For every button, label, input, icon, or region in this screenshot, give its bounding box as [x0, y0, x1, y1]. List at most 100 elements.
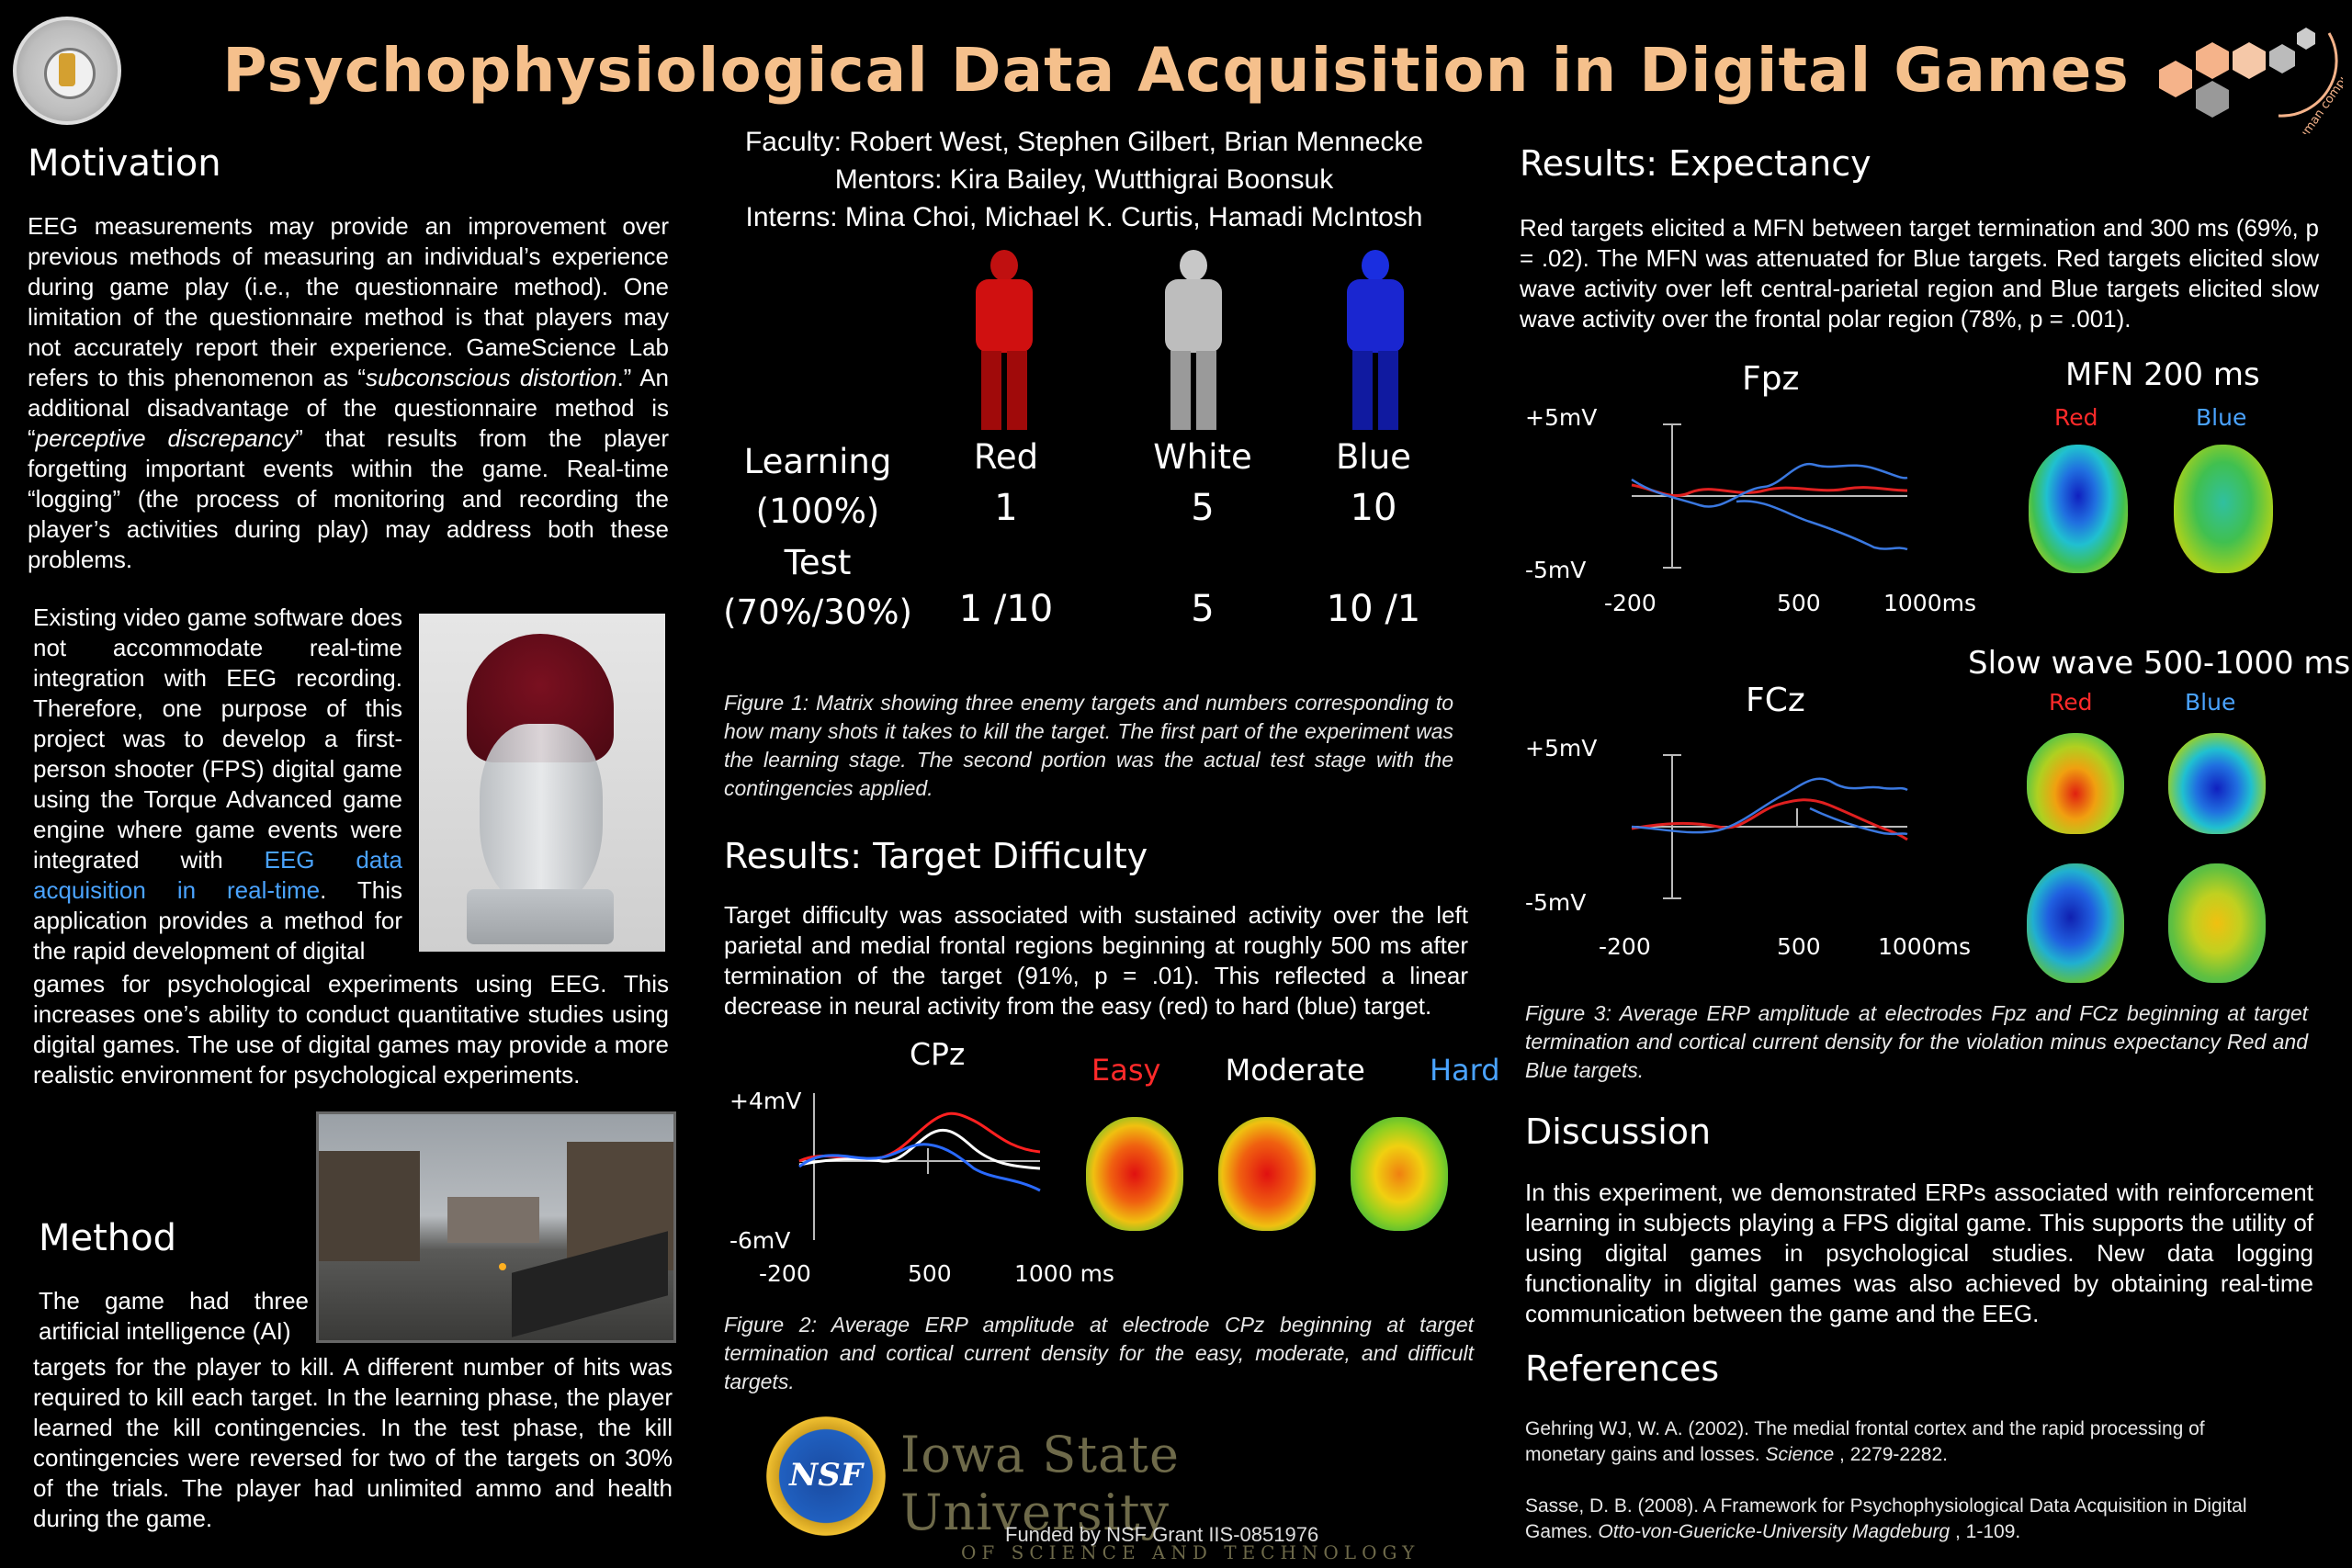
fpz-ytop-label: +5mV [1525, 404, 1598, 431]
isu-logo: Iowa State University OF SCIENCE AND TEC… [900, 1426, 1452, 1563]
method-paragraph-intro: The game had three artificial intelligen… [39, 1287, 309, 1345]
slow-wave-title: Slow wave 500-1000 ms [1968, 645, 2351, 682]
fpz-blue-line [1631, 462, 1908, 508]
vrac-seal-logo [13, 17, 121, 125]
eeg-cap-photo [419, 614, 665, 952]
cpz-x-min: -200 [759, 1260, 811, 1287]
test-white-value: 5 [1191, 588, 1215, 630]
cpz-easy-line [798, 1111, 1041, 1163]
brain-map-hard [1351, 1117, 1448, 1231]
fpz-x-max: 1000ms [1883, 590, 1977, 616]
target-difficulty-heading: Results: Target Difficulty [724, 836, 1148, 876]
fcz-x-min: -200 [1599, 933, 1651, 960]
eeg-acquisition-link-text: EEG data acquisition in real-time [33, 846, 403, 904]
learning-white-value: 5 [1191, 487, 1215, 529]
learning-blue-value: 10 [1350, 487, 1397, 529]
brain-map-mfn-blue [2174, 445, 2273, 573]
cpz-ybot-label: -6mV [729, 1227, 791, 1254]
method-paragraph: targets for the player to kill. A differ… [33, 1353, 673, 1532]
fpz-x-min: -200 [1604, 590, 1657, 616]
motivation-paragraph-3: games for psychological experiments usin… [33, 970, 669, 1089]
cpz-title: CPz [910, 1036, 966, 1072]
mfn-red-label: Red [2054, 404, 2098, 431]
brain-map-slow-blue-top [2168, 863, 2266, 983]
figure-3-caption: Figure 3: Average ERP amplitude at elect… [1525, 1001, 2308, 1082]
nsf-logo-text: NSF [789, 1457, 863, 1494]
cpz-moderate-line [798, 1128, 1041, 1170]
cpz-ytop-label: +4mV [729, 1088, 802, 1114]
isu-subtitle: OF SCIENCE AND TECHNOLOGY [961, 1541, 1420, 1563]
brain-map-slow-red-front [2027, 733, 2124, 834]
interns-line: Interns: Mina Choi, Michael K. Curtis, H… [745, 202, 1423, 232]
brain-map-slow-red-top [2027, 863, 2124, 983]
cpz-x-mid: 500 [908, 1260, 952, 1287]
brain-map-moderate [1218, 1117, 1316, 1231]
legend-moderate: Moderate [1225, 1053, 1365, 1088]
discussion-heading: Discussion [1525, 1111, 1712, 1152]
glass-head [480, 724, 603, 908]
discussion-text: In this experiment, we demonstrated ERPs… [1525, 1179, 2313, 1327]
mentors-line: Mentors: Kira Bailey, Wutthigrai Boonsuk [834, 164, 1334, 195]
seal-figure-icon [59, 53, 75, 86]
fcz-x-mid: 500 [1777, 933, 1821, 960]
col-red: Red [973, 437, 1039, 477]
learning-label: Learning (100%) [743, 442, 892, 531]
learning-red-value: 1 [994, 487, 1018, 529]
fcz-erp-plot [1631, 754, 1908, 899]
figure-2-caption: Figure 2: Average ERP amplitude at elect… [724, 1313, 1474, 1393]
mfn-title: MFN 200 ms [2065, 356, 2260, 393]
brain-map-mfn-red [2029, 445, 2128, 573]
test-red-value: 1 /10 [958, 588, 1054, 630]
hci-logo: human computer interaction [2141, 1, 2352, 149]
fcz-blue-line-2 [1809, 807, 1908, 836]
reference-2: Sasse, D. B. (2008). A Framework for Psy… [1525, 1495, 2247, 1542]
reference-1: Gehring WJ, W. A. (2002). The medial fro… [1525, 1418, 2205, 1465]
isu-name: Iowa State University [900, 1426, 1180, 1541]
motivation-heading: Motivation [28, 142, 221, 185]
fpz-blue-line-2 [1736, 500, 1908, 551]
mfn-blue-label: Blue [2196, 404, 2247, 431]
red-enemy-figure [970, 250, 1038, 430]
fpz-ybot-label: -5mV [1525, 557, 1587, 583]
target-difficulty-text: Target difficulty was associated with su… [724, 901, 1468, 1020]
references-heading: References [1525, 1348, 1720, 1389]
white-enemy-figure [1159, 250, 1227, 430]
funding-note: Funded by NSF Grant IIS-0851976 [1005, 1523, 1319, 1546]
legend-hard: Hard [1429, 1053, 1500, 1088]
test-label: Test (70%/30%) [723, 543, 912, 632]
fcz-red-line [1631, 798, 1908, 841]
cpz-hard-line [798, 1143, 1041, 1192]
fcz-ybot-label: -5mV [1525, 889, 1587, 916]
test-blue-value: 10 /1 [1326, 588, 1421, 630]
nsf-logo: NSF [766, 1416, 886, 1536]
figure-1-caption: Figure 1: Matrix showing three enemy tar… [724, 691, 1453, 800]
fcz-x-max: 1000ms [1878, 933, 1972, 960]
brain-map-slow-blue-front [2168, 733, 2266, 834]
method-heading: Method [39, 1217, 177, 1259]
cpz-erp-plot [798, 1093, 1041, 1240]
blue-enemy-figure [1341, 250, 1409, 430]
faculty-line: Faculty: Robert West, Stephen Gilbert, B… [744, 127, 1424, 157]
legend-easy: Easy [1091, 1053, 1161, 1088]
brain-map-easy [1086, 1117, 1183, 1231]
fpz-red-line [1631, 483, 1908, 497]
col-white: White [1153, 437, 1252, 477]
cpz-x-max: 1000 ms [1014, 1260, 1114, 1287]
fpz-x-mid: 500 [1777, 590, 1821, 616]
col-blue: Blue [1336, 437, 1411, 477]
author-block: Faculty: Robert West, Stephen Gilbert, B… [698, 123, 1470, 236]
fpz-title: Fpz [1742, 360, 1800, 398]
poster-title: Psychophysiological Data Acquisition in … [222, 35, 2130, 106]
motivation-paragraph-2: Existing video game software does not ac… [33, 604, 403, 964]
game-screenshot [316, 1111, 676, 1343]
fcz-title: FCz [1746, 682, 1805, 719]
expectancy-heading: Results: Expectancy [1520, 143, 1871, 184]
slow-blue-label: Blue [2185, 689, 2236, 716]
cpz-legend: Easy Moderate Hard [1091, 1053, 1500, 1088]
fpz-erp-plot [1631, 423, 1908, 569]
motivation-paragraph-1: EEG measurements may provide an improvem… [28, 212, 669, 573]
slow-red-label: Red [2049, 689, 2093, 716]
fcz-blue-line [1631, 777, 1908, 834]
fcz-ytop-label: +5mV [1525, 735, 1598, 761]
expectancy-text: Red targets elicited a MFN between targe… [1520, 214, 2319, 333]
